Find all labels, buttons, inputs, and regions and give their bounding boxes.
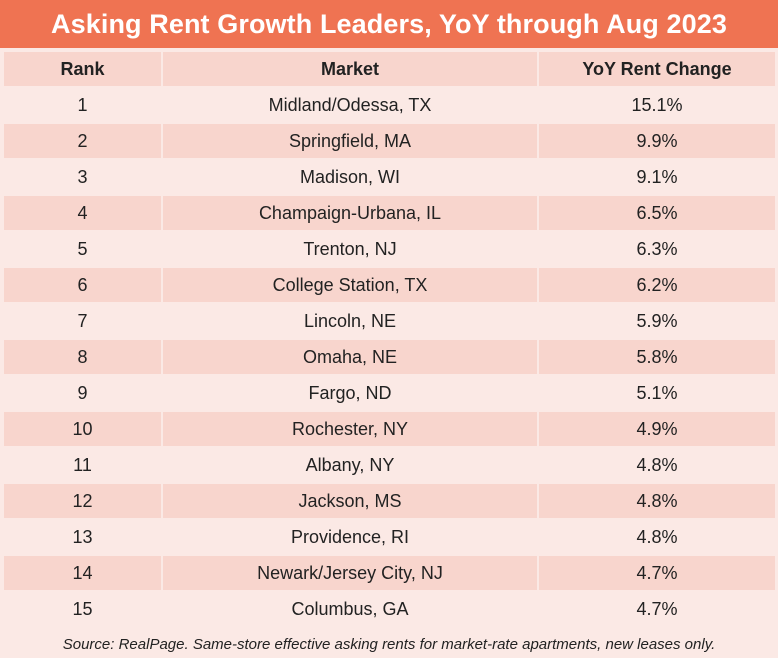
rank-cell: 13 — [4, 520, 161, 554]
market-cell: Providence, RI — [163, 520, 537, 554]
yoy-change-cell: 4.7% — [539, 592, 775, 626]
yoy-change-cell: 15.1% — [539, 88, 775, 122]
rank-cell: 9 — [4, 376, 161, 410]
rank-cell: 14 — [4, 556, 161, 590]
rank-cell: 3 — [4, 160, 161, 194]
rank-cell: 7 — [4, 304, 161, 338]
yoy-change-cell: 5.8% — [539, 340, 775, 374]
market-cell: Albany, NY — [163, 448, 537, 482]
market-cell: Newark/Jersey City, NJ — [163, 556, 537, 590]
yoy-change-cell: 9.9% — [539, 124, 775, 158]
market-cell: Jackson, MS — [163, 484, 537, 518]
rank-cell: 12 — [4, 484, 161, 518]
table-row: 10 Rochester, NY 4.9% — [4, 412, 775, 446]
table-row: 15 Columbus, GA 4.7% — [4, 592, 775, 626]
market-cell: Midland/Odessa, TX — [163, 88, 537, 122]
rank-cell: 6 — [4, 268, 161, 302]
market-cell: Champaign-Urbana, IL — [163, 196, 537, 230]
rank-cell: 11 — [4, 448, 161, 482]
market-cell: Columbus, GA — [163, 592, 537, 626]
rank-cell: 8 — [4, 340, 161, 374]
source-note: Source: RealPage. Same-store effective a… — [62, 635, 716, 653]
table-row: 13 Providence, RI 4.8% — [4, 520, 775, 554]
yoy-change-cell: 6.3% — [539, 232, 775, 266]
table-row: 4 Champaign-Urbana, IL 6.5% — [4, 196, 775, 230]
market-cell: Lincoln, NE — [163, 304, 537, 338]
column-header-rank: Rank — [4, 52, 161, 86]
yoy-change-cell: 4.7% — [539, 556, 775, 590]
column-header-yoy-change: YoY Rent Change — [539, 52, 775, 86]
table-row: 14 Newark/Jersey City, NJ 4.7% — [4, 556, 775, 590]
market-cell: Rochester, NY — [163, 412, 537, 446]
table-row: 3 Madison, WI 9.1% — [4, 160, 775, 194]
table-title: Asking Rent Growth Leaders, YoY through … — [0, 0, 778, 48]
market-cell: Madison, WI — [163, 160, 537, 194]
market-cell: Fargo, ND — [163, 376, 537, 410]
header-row: Rank Market YoY Rent Change — [4, 52, 775, 86]
table-row: 11 Albany, NY 4.8% — [4, 448, 775, 482]
table-row: 7 Lincoln, NE 5.9% — [4, 304, 775, 338]
yoy-change-cell: 9.1% — [539, 160, 775, 194]
rank-cell: 15 — [4, 592, 161, 626]
yoy-change-cell: 4.9% — [539, 412, 775, 446]
rank-cell: 2 — [4, 124, 161, 158]
market-cell: College Station, TX — [163, 268, 537, 302]
yoy-change-cell: 5.1% — [539, 376, 775, 410]
rank-cell: 10 — [4, 412, 161, 446]
table-row: 8 Omaha, NE 5.8% — [4, 340, 775, 374]
rank-cell: 1 — [4, 88, 161, 122]
table-row: 9 Fargo, ND 5.1% — [4, 376, 775, 410]
yoy-change-cell: 4.8% — [539, 484, 775, 518]
table-row: 5 Trenton, NJ 6.3% — [4, 232, 775, 266]
rent-growth-table: Rank Market YoY Rent Change 1 Midland/Ode… — [2, 50, 777, 628]
market-cell: Springfield, MA — [163, 124, 537, 158]
table-row: 1 Midland/Odessa, TX 15.1% — [4, 88, 775, 122]
yoy-change-cell: 4.8% — [539, 448, 775, 482]
column-header-market: Market — [163, 52, 537, 86]
yoy-change-cell: 6.5% — [539, 196, 775, 230]
rank-cell: 4 — [4, 196, 161, 230]
yoy-change-cell: 4.8% — [539, 520, 775, 554]
table-row: 6 College Station, TX 6.2% — [4, 268, 775, 302]
market-cell: Omaha, NE — [163, 340, 537, 374]
yoy-change-cell: 5.9% — [539, 304, 775, 338]
table-row: 2 Springfield, MA 9.9% — [4, 124, 775, 158]
table-row: 12 Jackson, MS 4.8% — [4, 484, 775, 518]
rank-cell: 5 — [4, 232, 161, 266]
yoy-change-cell: 6.2% — [539, 268, 775, 302]
market-cell: Trenton, NJ — [163, 232, 537, 266]
